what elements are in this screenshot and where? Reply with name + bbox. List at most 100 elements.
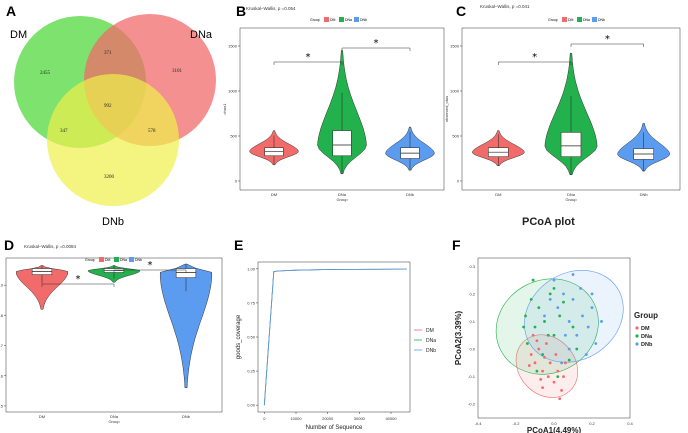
panel-c-stat-title: Kruskal–Wallis, p =0.041 — [480, 4, 530, 9]
legend-key-dm — [324, 17, 329, 22]
y-axis-label: observed_otus — [444, 96, 449, 122]
y-tick-label: 1500 — [228, 44, 238, 49]
point-dm — [556, 369, 560, 373]
sig-bracket-1 — [498, 61, 572, 65]
point-dna — [556, 375, 560, 379]
x-tick-label-dm: DM — [39, 414, 45, 419]
ellipse-dna — [495, 278, 599, 375]
point-dna — [562, 300, 565, 304]
point-dna — [526, 342, 529, 345]
legend-key-dm — [635, 326, 639, 330]
legend-title: Group — [85, 258, 95, 262]
sig-star-2: * — [374, 38, 379, 49]
y-tick-label: 1000 — [450, 89, 460, 94]
legend-key-dm — [562, 17, 567, 22]
point-dnb — [590, 292, 594, 296]
point-dm — [543, 355, 546, 359]
plot-frame — [477, 257, 631, 419]
panel-d: D Kruskal–Wallis, p =0.0084 Group DM DNa DN… — [0, 237, 223, 424]
point-dnb — [560, 361, 563, 365]
y-tick-label: 0.0 — [469, 347, 475, 352]
point-dna — [535, 369, 539, 373]
panel-a: A DM DNa DNb 2455 3101 3200 371 347 578 … — [6, 3, 216, 228]
y-tick-label: 0.00 — [247, 403, 256, 408]
x-tick-label-dm: DM — [271, 192, 277, 197]
legend-key-dnb — [354, 17, 359, 22]
panel-label-a: A — [6, 3, 16, 19]
point-dna — [524, 314, 527, 318]
legend-key-dnb — [129, 257, 134, 262]
y-tick-label: 1000 — [228, 89, 238, 94]
point-dnb — [556, 306, 560, 310]
y-tick-label: 0.1 — [469, 319, 475, 324]
y-tick-label: 0.9 — [0, 283, 4, 288]
legend-label-dna: DNa — [345, 18, 352, 22]
y-tick-label: 0.3 — [469, 264, 475, 269]
point-dnb — [594, 342, 598, 345]
legend-label-dna: DNa — [641, 334, 653, 340]
violin-plot-b: Group DM DNa DNb 0 500 1000 1500 chao1 DM DNa DNb Gr… — [222, 17, 445, 202]
panel-c: C Kruskal–Wallis, p =0.041 Group DM DNa DNb… — [444, 3, 681, 228]
point-dnb — [590, 306, 594, 310]
legend-label-dm: DM — [330, 18, 336, 22]
point-dm — [541, 386, 544, 390]
point-dna — [541, 353, 544, 356]
violin-dm — [15, 265, 69, 310]
legend-key-dna — [339, 17, 344, 22]
x-tick-label: 30000 — [354, 416, 366, 421]
legend-label-dna: DNa — [426, 338, 436, 344]
legend-key-dna — [577, 17, 582, 22]
point-dnb — [579, 286, 582, 290]
line-plot-e: 0 10000 20000 30000 40000 0.00 0.25 0.50 0.75 1.0… — [236, 261, 436, 431]
venn-circle-dnb — [47, 74, 179, 206]
y-tick-label: 0.7 — [0, 343, 4, 348]
y-tick-label: 1.00 — [247, 266, 256, 271]
x-tick-label: 40000 — [385, 416, 397, 421]
x-axis-label: Group — [565, 197, 577, 202]
legend-key-dna — [114, 257, 119, 262]
x-tick-label-dna: DNa — [567, 192, 576, 197]
sig-star-2: * — [148, 260, 153, 271]
legend-label-dnb: DNb — [598, 18, 605, 22]
x-tick-label: 0.4 — [627, 421, 633, 426]
venn-dna-only: 3101 — [172, 69, 183, 74]
point-dna — [552, 286, 556, 290]
y-tick-label: 0 — [235, 179, 238, 184]
point-dna — [571, 325, 575, 329]
point-dm — [560, 389, 563, 392]
y-tick-label: 0.50 — [247, 335, 256, 340]
point-dm — [533, 361, 537, 365]
point-dnb — [586, 325, 590, 329]
point-dm — [545, 342, 548, 345]
point-dna — [548, 292, 552, 296]
y-tick-label: 0.6 — [0, 373, 4, 378]
y-tick-label: -0.2 — [468, 402, 476, 407]
x-tick-label: -0.4 — [475, 421, 483, 426]
ellipse-dm — [515, 334, 578, 398]
point-dna — [533, 325, 537, 329]
venn-dnb-only: 3200 — [104, 175, 115, 180]
point-dnb — [564, 333, 567, 337]
y-axis-label: PCoA2(3.39%) — [454, 311, 463, 366]
y-tick-label: 0.5 — [0, 403, 4, 408]
y-tick-label: 0 — [457, 179, 460, 184]
legend-key-dna — [635, 334, 639, 338]
legend-label-dm: DM — [105, 258, 111, 262]
point-dm — [531, 333, 535, 337]
point-dna — [543, 320, 546, 323]
panel-d-stat-title: Kruskal–Wallis, p =0.0084 — [24, 244, 76, 249]
venn-all: 992 — [104, 104, 112, 109]
legend-title: Group — [310, 18, 320, 22]
scatter-plot-f: -0.4 -0.2 0.0 0.2 0.4 -0.2 -0.1 0.0 0.1 0.2 0.3 PCo… — [454, 257, 658, 433]
x-axis-label: Number of Sequence — [306, 425, 363, 431]
panel-label-c: C — [456, 3, 466, 19]
violin-plot-c: Group DM DNa DNb 0 500 1000 1500 observed_otus DM… — [444, 17, 681, 202]
sig-bracket-1 — [41, 283, 115, 287]
y-tick-label: -0.1 — [468, 374, 476, 379]
venn-dna-dnb: 578 — [148, 129, 156, 134]
y-tick-label: 0.25 — [247, 369, 256, 374]
point-dm — [548, 361, 552, 365]
box-dna — [560, 132, 582, 157]
sig-bracket-1 — [273, 61, 343, 65]
